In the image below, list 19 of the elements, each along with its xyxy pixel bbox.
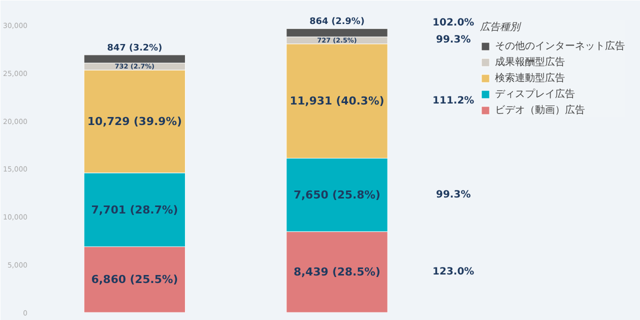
data-label: 864 (2.9%) <box>309 17 365 28</box>
legend-title: 広告種別 <box>480 20 522 34</box>
data-label: 10,729 (39.9%) <box>87 114 182 128</box>
annotation: 99.3% <box>436 34 471 46</box>
data-label: 847 (3.2%) <box>107 43 162 54</box>
annotation: 102.0% <box>432 17 474 28</box>
legend-label: その他のインターネット広告 <box>495 40 625 53</box>
data-label: 7,701 (28.7%) <box>91 203 178 216</box>
data-label: 11,931 (40.3%) <box>290 94 384 108</box>
legend-label: ディスプレイ広告 <box>495 88 575 101</box>
annotation: 111.2% <box>432 96 474 107</box>
legend-label: ビデオ（動画）広告 <box>495 104 585 117</box>
data-label: 7,650 (25.8%) <box>294 188 380 202</box>
data-label: 8,439 (28.5%) <box>294 266 380 279</box>
legend-label: 成果報酬型広告 <box>495 56 565 69</box>
data-label: 6,860 (25.5%) <box>91 273 178 286</box>
legend-label: 検索連動型広告 <box>495 72 565 85</box>
annotation: 99.3% <box>436 189 471 200</box>
annotation: 123.0% <box>432 266 474 278</box>
